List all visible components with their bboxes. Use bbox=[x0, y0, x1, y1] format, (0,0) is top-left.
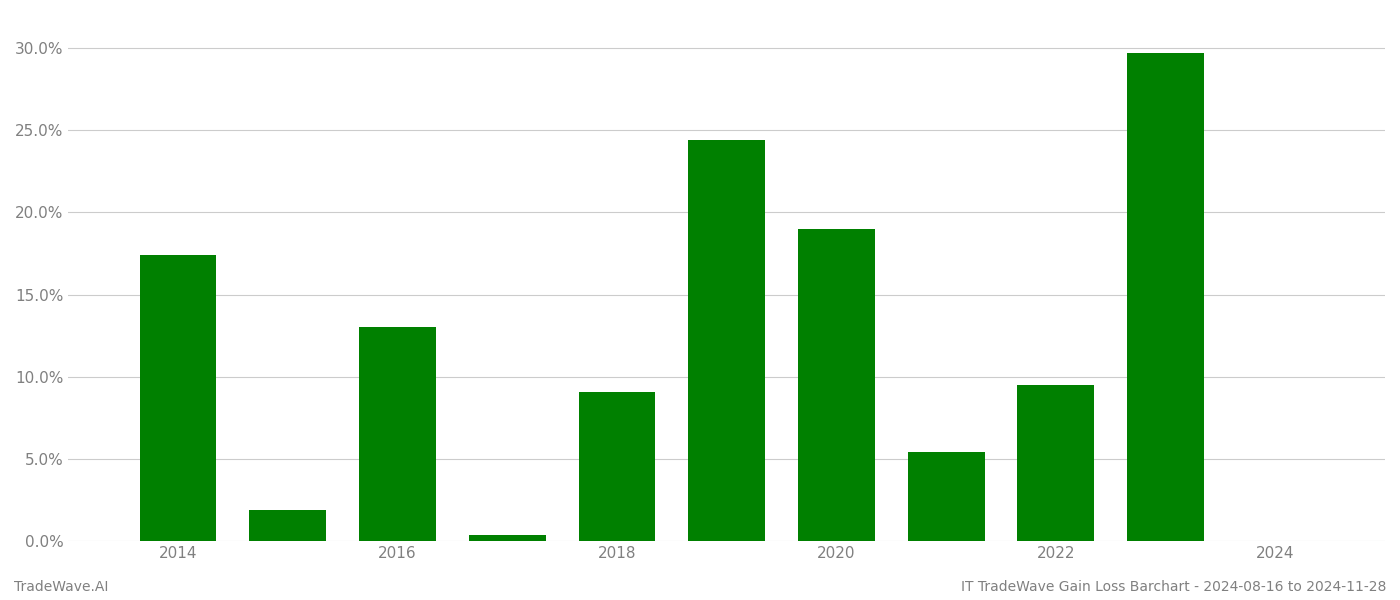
Text: TradeWave.AI: TradeWave.AI bbox=[14, 580, 108, 594]
Bar bbox=[140, 255, 217, 541]
Bar bbox=[469, 535, 546, 541]
Bar bbox=[1018, 385, 1095, 541]
Text: IT TradeWave Gain Loss Barchart - 2024-08-16 to 2024-11-28: IT TradeWave Gain Loss Barchart - 2024-0… bbox=[960, 580, 1386, 594]
Bar bbox=[578, 392, 655, 541]
Bar bbox=[907, 452, 984, 541]
Bar bbox=[249, 510, 326, 541]
Bar bbox=[360, 328, 435, 541]
Bar bbox=[1127, 53, 1204, 541]
Bar bbox=[798, 229, 875, 541]
Bar bbox=[689, 140, 764, 541]
